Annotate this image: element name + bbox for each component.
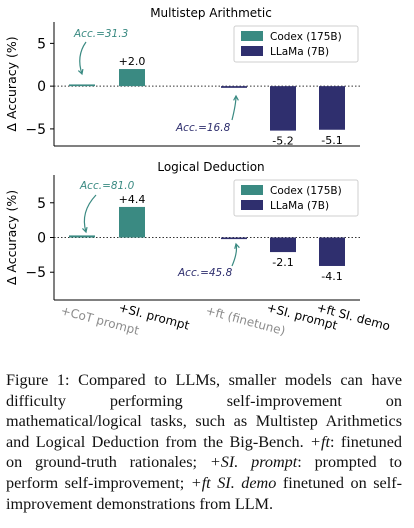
annotation-arrowhead [82, 226, 88, 234]
legend-label: Codex (175B) [270, 31, 342, 43]
accuracy-annotation: Acc.=16.8 [175, 122, 231, 134]
accuracy-annotation: Acc.=31.3 [73, 28, 128, 40]
bar-value-label: -5.2 [272, 135, 293, 148]
annotation-arrowhead [77, 68, 84, 76]
bar [319, 86, 345, 130]
bar [221, 86, 247, 88]
y-tick-label: 0 [37, 231, 46, 247]
annotation-arrow [231, 243, 238, 267]
legend-box [233, 25, 359, 63]
legend-swatch [241, 31, 263, 41]
y-tick-label: −5 [25, 122, 46, 138]
annotation-arrowhead [233, 94, 239, 101]
panel-logical-deduction: Logical Deduction −5 0 5 Δ Accuracy (%) +4.4 -… [4, 160, 360, 301]
legend-label: LLaMa (7B) [270, 46, 329, 58]
caption-label: Figure 1: [6, 371, 70, 389]
bar [270, 237, 296, 253]
caption-text-4: finetuned on self-improvement demonstrat… [6, 473, 402, 513]
y-tick-label: 5 [37, 196, 46, 212]
bar [319, 237, 345, 266]
y-tick-label: −5 [25, 265, 46, 281]
panel-title: Multistep Arithmetic [150, 6, 272, 20]
legend-box [233, 179, 359, 217]
bar [119, 206, 145, 238]
panel-title: Logical Deduction [157, 160, 264, 174]
panel-multistep-arithmetic: Multistep Arithmetic −5 0 5 Δ Accuracy (%) +2… [4, 6, 360, 148]
caption-text-2: : finetuned on ground-truth rationales; [6, 432, 402, 472]
annotation-arrow [83, 194, 97, 233]
caption-text-1: Compared to LLMs, smaller models can hav… [6, 371, 403, 451]
annotation-arrow [231, 95, 237, 121]
legend-swatch [241, 185, 263, 195]
y-tick-label: 5 [37, 36, 46, 52]
legend: Codex (175B) LLaMa (7B) [233, 179, 359, 217]
caption-term-ft-si-demo: +ft SI. demo [190, 473, 277, 492]
bar [270, 86, 296, 131]
y-axis-label: Δ Accuracy (%) [4, 190, 19, 285]
legend-label: Codex (175B) [270, 185, 342, 197]
figure-chart: Multistep Arithmetic −5 0 5 Δ Accuracy (%) +2… [4, 6, 392, 338]
legend-swatch [241, 200, 263, 210]
bar-value-label: +4.4 [119, 193, 146, 206]
legend: Codex (175B) LLaMa (7B) [233, 25, 359, 63]
annotation-arrowhead [234, 242, 240, 249]
figure-caption: Figure 1: Compared to LLMs, smaller mode… [6, 370, 402, 514]
bar-value-label: +2.0 [119, 55, 146, 68]
caption-term-ft: +ft [310, 432, 330, 451]
x-tick-labels: +CoT prompt+SI. prompt +ft (finetune)+SI.… [59, 300, 391, 338]
legend-swatch [241, 46, 263, 56]
accuracy-annotation: Acc.=81.0 [79, 180, 135, 192]
bar [69, 84, 95, 87]
bar-value-label: -5.1 [321, 134, 342, 147]
y-axis-label: Δ Accuracy (%) [4, 36, 19, 131]
caption-text-3: : prompted to perform self-improvement; [6, 453, 402, 492]
caption-term-si-prompt: +SI. prompt [209, 453, 298, 472]
bar [69, 235, 95, 238]
bar [221, 237, 247, 240]
annotation-arrow [79, 41, 87, 75]
bar-value-label: -4.1 [321, 270, 342, 283]
bar-value-label: -2.1 [272, 256, 293, 269]
y-tick-label: 0 [37, 79, 46, 95]
accuracy-annotation: Acc.=45.8 [177, 267, 233, 279]
bar [119, 69, 145, 87]
legend-label: LLaMa (7B) [270, 200, 329, 212]
